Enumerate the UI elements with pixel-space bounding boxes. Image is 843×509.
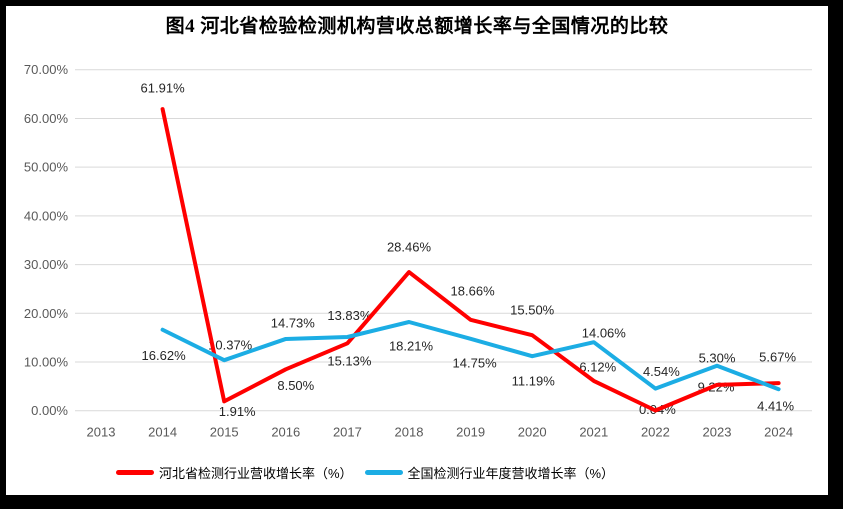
series-0-data-label: 13.83% — [327, 308, 372, 323]
series-0-data-label: 8.50% — [277, 378, 314, 393]
legend-label-national: 全国检测行业年度营收增长率（%） — [407, 466, 615, 481]
legend-item-hebei: 河北省检测行业营收增长率（%） — [115, 463, 353, 482]
y-axis-tick-label: 70.00% — [24, 62, 69, 77]
y-axis-tick-label: 60.00% — [24, 111, 69, 126]
series-0-data-label: 5.67% — [759, 350, 796, 365]
x-axis-tick-label: 2016 — [271, 425, 300, 440]
x-axis-tick-label: 2019 — [456, 425, 485, 440]
series-0-data-label: 18.66% — [451, 283, 496, 298]
x-axis-tick-label: 2014 — [148, 425, 177, 440]
series-1-data-label: 14.73% — [271, 315, 316, 330]
chart-legend: 河北省检测行业营收增长率（%） 全国检测行业年度营收增长率（%） — [0, 463, 776, 482]
series-1-data-label: 18.21% — [389, 338, 434, 353]
x-axis-tick-label: 2021 — [579, 425, 608, 440]
series-1-data-label: 10.37% — [208, 338, 253, 353]
series-line-0 — [160, 107, 781, 413]
series-1-data-label: 14.06% — [582, 326, 627, 341]
series-0-data-label: 61.91% — [141, 81, 186, 96]
series-0-data-label: 6.12% — [579, 359, 616, 374]
y-axis-tick-label: 20.00% — [24, 306, 69, 321]
series-1-data-label: 11.19% — [512, 374, 556, 389]
series-1-data-label: 4.54% — [643, 364, 680, 379]
series-0-data-label: 1.91% — [219, 404, 256, 419]
series-1-data-label: 15.13% — [327, 354, 372, 369]
y-axis-tick-label: 10.00% — [24, 354, 69, 369]
legend-label-hebei: 河北省检测行业营收增长率（%） — [158, 466, 353, 481]
series-line-1 — [160, 319, 781, 392]
x-axis-tick-label: 2020 — [518, 425, 547, 440]
x-axis-tick-label: 2018 — [395, 425, 424, 440]
y-axis-tick-label: 30.00% — [24, 257, 69, 272]
series-1-data-label: 4.41% — [757, 399, 794, 414]
x-axis-tick-label: 2023 — [703, 425, 732, 440]
y-axis-tick-label: 50.00% — [24, 160, 69, 175]
national-series-line-swatch-icon — [364, 470, 403, 475]
x-axis-tick-label: 2024 — [764, 425, 793, 440]
chart-title: 图4 河北省检验检测机构营收总额增长率与全国情况的比较 — [165, 16, 669, 37]
series-0-data-label: 15.50% — [510, 303, 555, 318]
y-axis-tick-label: 0.00% — [31, 403, 68, 418]
legend-item-national: 全国检测行业年度营收增长率（%） — [364, 463, 615, 482]
line-chart-canvas: 0.00% 10.00% 20.00% 30.00% 40.00% 50.00% 60.00… — [24, 62, 812, 440]
series-0-data-label: 28.46% — [387, 240, 432, 255]
hebei-series-line-swatch-icon — [115, 470, 154, 475]
chart-figure: 图4 河北省检验检测机构营收总额增长率与全国情况的比较 0.00% 10.00% 2… — [6, 6, 828, 495]
x-axis-tick-label: 2015 — [210, 425, 239, 440]
y-axis-tick-label: 40.00% — [24, 208, 69, 223]
series-0-data-label: 5.30% — [699, 350, 736, 365]
series-1-data-label: 14.75% — [453, 355, 498, 370]
x-axis-tick-label: 2017 — [333, 425, 362, 440]
series-1-data-label: 16.62% — [142, 348, 187, 363]
x-axis-tick-label: 2022 — [641, 425, 670, 440]
x-axis-tick-label: 2013 — [87, 425, 116, 440]
